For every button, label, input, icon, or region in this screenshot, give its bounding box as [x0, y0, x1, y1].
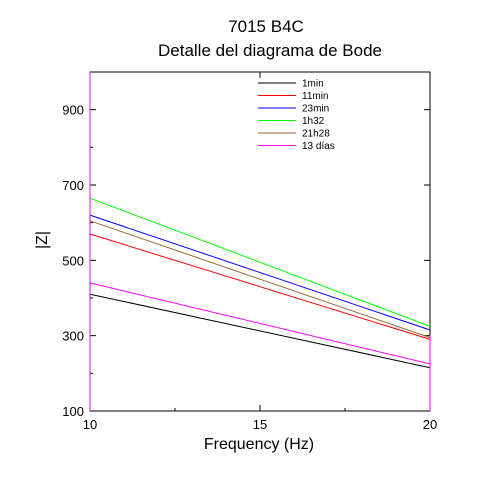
chart-title: 7015 B4C	[228, 17, 304, 36]
legend-label: 1h32	[302, 116, 325, 127]
y-tick-label: 700	[62, 178, 84, 193]
series-lines	[89, 72, 431, 411]
axis-ticks: 10 15 20 100 300 500 700 900	[62, 72, 437, 432]
legend-label: 23min	[302, 104, 329, 115]
legend-label: 11min	[302, 91, 329, 102]
series-line-5	[89, 220, 431, 339]
x-tick-label: 15	[253, 417, 267, 432]
chart-subtitle: Detalle del diagrama de Bode	[158, 41, 382, 60]
x-tick-label: 20	[423, 417, 437, 432]
series-line-4	[89, 197, 431, 327]
y-tick-label: 500	[62, 253, 84, 268]
y-tick-label: 100	[62, 404, 84, 419]
y-tick-label: 900	[62, 103, 84, 118]
x-axis-label: Frequency (Hz)	[204, 436, 314, 453]
plot-area	[89, 71, 431, 412]
plot-border	[89, 71, 431, 412]
series-line-2	[89, 233, 431, 340]
x-tick-label: 10	[83, 417, 97, 432]
y-tick-label: 300	[62, 329, 84, 344]
legend-label: 1min	[302, 79, 324, 90]
legend-label: 21h28	[302, 129, 330, 140]
legend-label: 13 días	[302, 141, 335, 152]
y-axis-label: |Z|	[34, 231, 51, 249]
series-line-3	[89, 214, 431, 331]
series-line-6	[89, 282, 431, 365]
series-line-1	[89, 293, 431, 369]
